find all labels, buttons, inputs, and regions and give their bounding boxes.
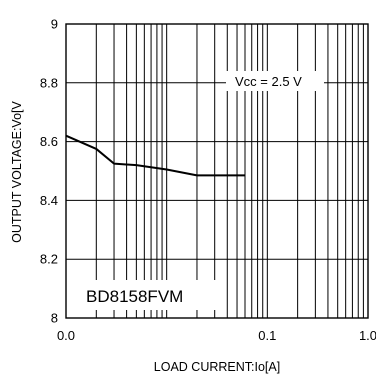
y-tick-label: 8.6 — [40, 134, 58, 149]
y-tick-label: 9 — [51, 17, 58, 32]
grid-lines — [66, 24, 368, 318]
y-tick-label: 8.4 — [40, 193, 58, 208]
x-tick-label: 0.0 — [57, 328, 75, 343]
x-tick-label: 1.0 — [359, 328, 376, 343]
y-tick-label: 8 — [51, 311, 58, 326]
x-tick-label: 0.1 — [258, 328, 276, 343]
part-label-background — [72, 280, 220, 310]
series-line — [65, 134, 246, 177]
x-axis-title: LOAD CURRENT:Io[A] — [154, 360, 280, 374]
part-number-label: BD8158FVM — [86, 287, 183, 306]
y-tick-label: 8.8 — [40, 75, 58, 90]
series-layer — [65, 134, 246, 177]
x-tick-labels: 0.0 0.1 1.0 — [57, 328, 376, 343]
condition-annotation: Vcc = 2.5 V — [235, 74, 302, 89]
y-axis-title: OUTPUT VOLTAGE:Vo[V — [10, 100, 24, 242]
y-tick-label: 8.2 — [40, 252, 58, 267]
plot-area-border — [65, 23, 369, 319]
y-tick-labels: 8 8.2 8.4 8.6 8.8 9 — [40, 17, 58, 326]
condition-label-background — [226, 71, 324, 91]
